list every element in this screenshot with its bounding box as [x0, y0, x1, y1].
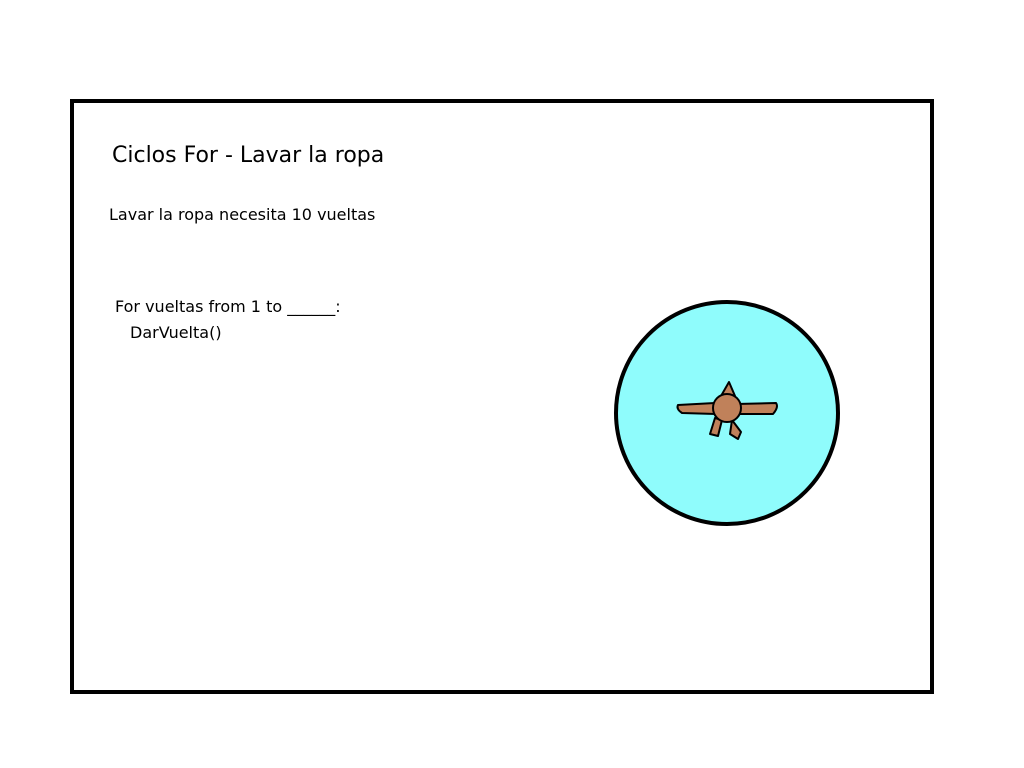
page-title: Ciclos For - Lavar la ropa	[112, 143, 385, 168]
agitator-icon	[676, 381, 778, 440]
canvas-frame: Ciclos For - Lavar la ropa Lavar la ropa…	[70, 99, 934, 694]
code-block: For vueltas from 1 to ______: DarVuelta(…	[115, 294, 341, 346]
task-description: Lavar la ropa necesita 10 vueltas	[109, 205, 376, 224]
washing-machine-drum-icon	[614, 300, 840, 526]
for-loop-line: For vueltas from 1 to ______:	[115, 297, 341, 316]
call-line: DarVuelta()	[130, 323, 222, 342]
